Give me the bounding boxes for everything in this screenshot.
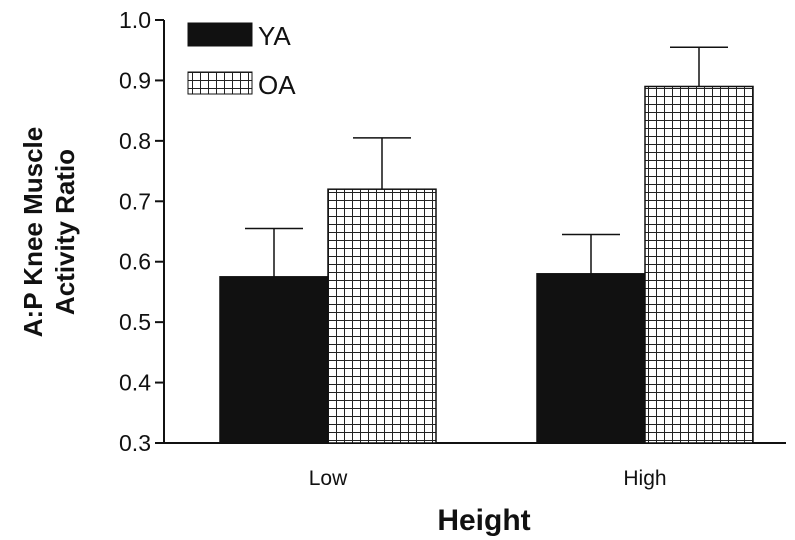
x-axis-tick-labels: Low High xyxy=(309,467,667,490)
legend-swatch-ya xyxy=(187,22,253,47)
y-tick-label: 0.4 xyxy=(119,370,151,396)
y-tick-label: 0.7 xyxy=(119,188,151,214)
bars-group xyxy=(219,85,754,444)
legend: YA OA xyxy=(187,21,296,100)
y-tick-label: 0.3 xyxy=(119,430,151,456)
x-tick-label-low: Low xyxy=(309,467,348,490)
bar-ya-low xyxy=(219,276,329,444)
y-tick-label: 0.9 xyxy=(119,67,151,93)
bar-oa-low xyxy=(327,188,437,444)
y-tick-label: 0.6 xyxy=(119,249,151,275)
y-tick-label: 0.8 xyxy=(119,128,151,154)
legend-label-ya: YA xyxy=(258,21,291,51)
y-tick-label: 0.5 xyxy=(119,309,151,335)
legend-swatch-oa xyxy=(187,71,253,95)
x-tick-label-high: High xyxy=(623,467,666,490)
error-bars-group xyxy=(245,46,728,277)
bar-oa-high xyxy=(644,85,754,444)
x-axis-title: Height xyxy=(437,504,530,537)
y-axis-title-line-1: A:P Knee Muscle xyxy=(18,127,48,337)
y-tick-label: 1.0 xyxy=(119,7,151,33)
legend-label-oa: OA xyxy=(258,70,296,100)
y-axis-title-line-2: Activity Ratio xyxy=(50,149,80,315)
bar-ya-high xyxy=(536,273,646,444)
y-axis-ticks: 0.3 0.4 0.5 0.6 0.7 0.8 0.9 1.0 xyxy=(119,7,164,456)
